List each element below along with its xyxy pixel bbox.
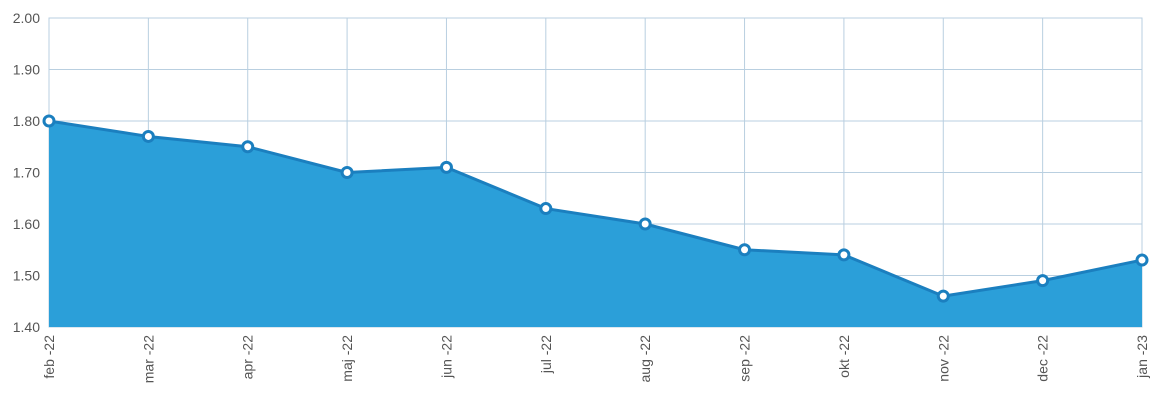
x-tick-label: jul -22 xyxy=(538,335,554,374)
data-markers xyxy=(42,114,1149,303)
plot-area xyxy=(48,119,1143,327)
x-tick-label: maj -22 xyxy=(339,335,355,382)
x-tick-label: okt -22 xyxy=(836,335,852,378)
x-tick-label: sep -22 xyxy=(737,335,753,382)
x-tick-label: jun -22 xyxy=(438,335,454,379)
x-tick-label: nov -22 xyxy=(935,335,951,382)
y-tick-label: 1.50 xyxy=(13,268,40,284)
x-tick-label: mar -22 xyxy=(140,335,156,383)
y-tick-label: 1.60 xyxy=(13,216,40,232)
y-tick-label: 1.40 xyxy=(13,319,40,335)
data-point[interactable] xyxy=(936,289,950,303)
data-point[interactable] xyxy=(42,114,56,128)
y-tick-label: 1.90 xyxy=(13,62,40,78)
series-area xyxy=(49,121,1142,327)
data-point[interactable] xyxy=(638,217,652,231)
x-tick-label: dec -22 xyxy=(1035,335,1051,382)
data-point[interactable] xyxy=(141,129,155,143)
data-point[interactable] xyxy=(241,140,255,154)
series-line xyxy=(48,119,1143,298)
data-point[interactable] xyxy=(340,166,354,179)
data-point[interactable] xyxy=(1135,253,1149,267)
x-tick-label: aug -22 xyxy=(637,335,653,383)
y-tick-label: 2.00 xyxy=(13,10,40,26)
x-tick-label: jan -23 xyxy=(1134,335,1150,379)
data-point[interactable] xyxy=(439,160,453,174)
x-axis-ticks: feb -22 mar -22 apr -22 maj -22 jun -22 jul -… xyxy=(41,335,1150,383)
data-point[interactable] xyxy=(1036,274,1050,288)
y-axis-ticks: 1.40 1.50 1.60 1.70 1.80 1.90 2.00 xyxy=(13,10,40,335)
data-point[interactable] xyxy=(837,248,851,262)
x-tick-label: feb -22 xyxy=(41,335,57,379)
y-tick-label: 1.80 xyxy=(13,113,40,129)
y-tick-label: 1.70 xyxy=(13,165,40,181)
x-tick-label: apr -22 xyxy=(240,335,256,380)
data-point[interactable] xyxy=(539,202,553,216)
data-point[interactable] xyxy=(738,243,752,257)
